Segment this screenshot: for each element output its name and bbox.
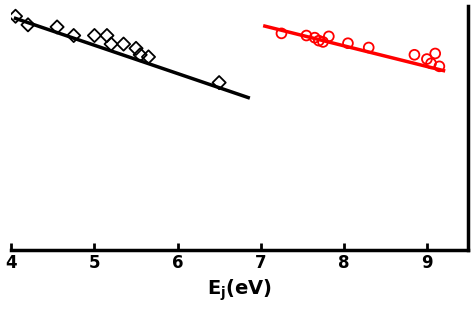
Point (319, 40, 327, 44)
Point (145, 54, 152, 59)
Point (215, 80, 223, 85)
Point (325, 34, 333, 39)
Point (70, 33, 77, 38)
Point (410, 52, 418, 57)
Point (107, 42, 115, 47)
Point (431, 51, 439, 56)
Point (427, 61, 435, 66)
Point (91, 33, 98, 38)
Point (120, 42, 128, 47)
X-axis label: $\mathbf{E_j}$$\mathbf{(eV)}$: $\mathbf{E_j}$$\mathbf{(eV)}$ (207, 278, 273, 303)
Point (302, 33, 310, 38)
Point (53, 24, 61, 29)
Point (315, 38, 323, 43)
Point (365, 45, 373, 50)
Point (137, 52, 144, 57)
Point (436, 64, 443, 69)
Point (24, 22, 32, 27)
Point (103, 33, 111, 38)
Point (12, 14, 19, 19)
Point (423, 57, 431, 61)
Point (278, 31, 285, 36)
Point (344, 41, 352, 46)
Point (311, 35, 319, 40)
Point (132, 46, 140, 51)
